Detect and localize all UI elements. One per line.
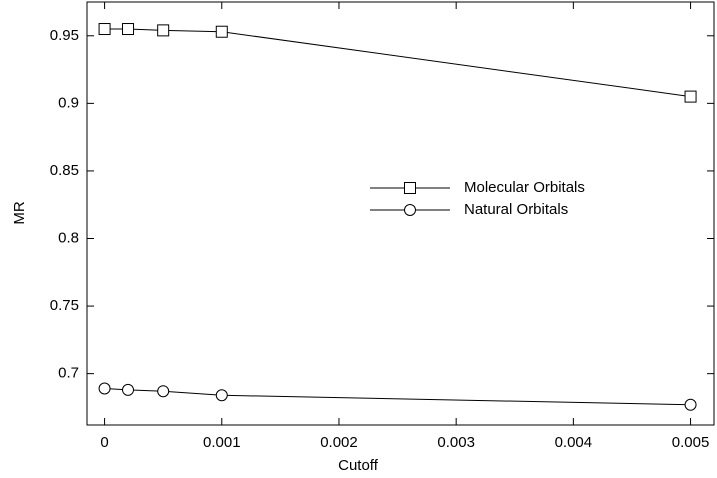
x-tick-label: 0.005 (672, 434, 710, 451)
plot-frame (86, 1, 715, 426)
legend-marker (404, 182, 416, 194)
marker (684, 398, 697, 411)
x-tick-label: 0.001 (203, 434, 241, 451)
marker (98, 23, 111, 36)
legend-label: Natural Orbitals (464, 201, 568, 218)
marker (122, 383, 135, 396)
x-tick-label: 0.002 (320, 434, 358, 451)
y-tick-label: 0.8 (58, 229, 79, 246)
y-tick-label: 0.9 (58, 94, 79, 111)
legend-label: Molecular Orbitals (464, 179, 585, 196)
marker (215, 389, 228, 402)
y-tick-label: 0.75 (50, 297, 79, 314)
y-axis-label: MR (11, 201, 28, 224)
y-tick-label: 0.85 (50, 162, 79, 179)
marker (157, 385, 170, 398)
x-tick-label: 0.003 (437, 434, 475, 451)
y-tick-label: 0.95 (50, 27, 79, 44)
marker (98, 382, 111, 395)
legend-marker (404, 204, 416, 216)
marker (122, 23, 135, 36)
x-tick-label: 0 (100, 434, 108, 451)
x-axis-label: Cutoff (338, 457, 379, 474)
series-line (104, 388, 691, 406)
marker (215, 25, 228, 38)
x-tick-label: 0.004 (555, 434, 593, 451)
marker (684, 90, 697, 103)
series-line (104, 28, 691, 98)
y-tick-label: 0.7 (58, 365, 79, 382)
marker (157, 24, 170, 37)
